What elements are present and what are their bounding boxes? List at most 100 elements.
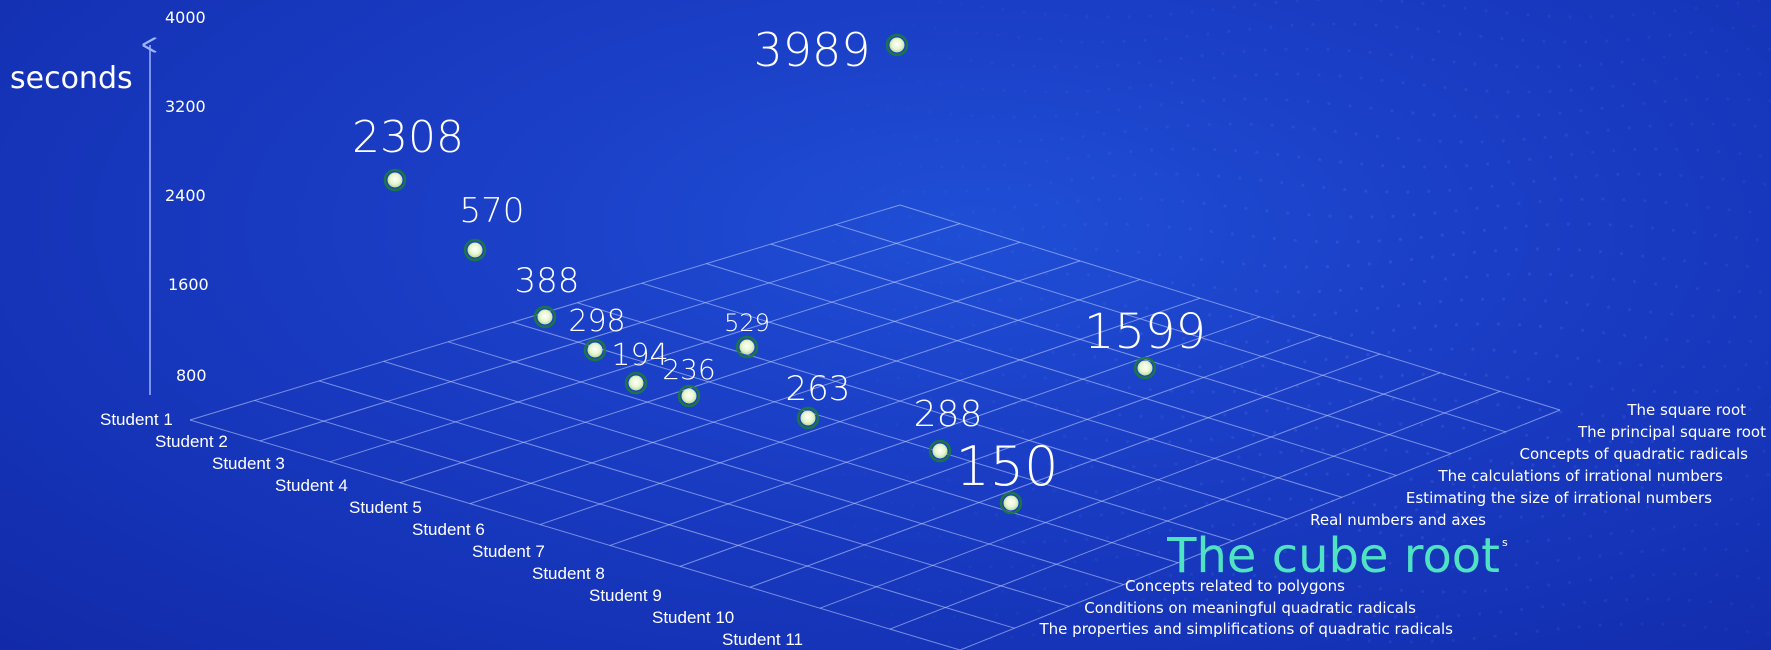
texture-dot bbox=[1706, 412, 1710, 416]
texture-dot bbox=[888, 332, 892, 336]
texture-dot bbox=[1395, 25, 1399, 29]
grid-line bbox=[835, 224, 1506, 433]
texture-dot bbox=[1502, 297, 1506, 301]
data-point-ring bbox=[583, 338, 607, 362]
student-label: Student 2 bbox=[155, 432, 228, 451]
texture-dot bbox=[1108, 152, 1112, 156]
data-point-ring bbox=[383, 168, 407, 192]
data-point bbox=[628, 375, 644, 391]
texture-dot bbox=[1639, 363, 1643, 367]
texture-dot bbox=[1275, 72, 1279, 76]
texture-dot bbox=[1127, 15, 1131, 19]
texture-dot bbox=[1178, 549, 1182, 553]
texture-dot bbox=[1517, 405, 1521, 409]
texture-dot bbox=[905, 474, 909, 478]
texture-dot bbox=[1686, 339, 1690, 343]
texture-dot bbox=[961, 165, 965, 169]
texture-dot bbox=[1211, 390, 1215, 394]
texture-dot bbox=[916, 532, 921, 536]
texture-dot bbox=[1564, 133, 1568, 137]
texture-dot bbox=[890, 613, 893, 616]
texture-dot bbox=[1392, 328, 1396, 332]
texture-dot bbox=[906, 51, 910, 55]
texture-dot bbox=[1251, 234, 1255, 238]
texture-dot bbox=[1594, 465, 1598, 469]
texture-dot bbox=[886, 105, 890, 109]
texture-dot bbox=[1408, 349, 1412, 353]
texture-dot bbox=[1053, 65, 1057, 69]
texture-dot bbox=[1010, 565, 1014, 569]
texture-dot bbox=[992, 208, 996, 212]
texture-dot bbox=[1286, 211, 1290, 215]
texture-dot bbox=[1304, 633, 1308, 637]
texture-dot bbox=[935, 303, 939, 307]
texture-dot bbox=[1034, 404, 1038, 408]
texture-dot bbox=[1427, 189, 1431, 193]
texture-dot bbox=[1748, 407, 1752, 411]
texture-dot bbox=[1081, 134, 1085, 139]
texture-dot bbox=[1163, 597, 1167, 601]
texture-dot bbox=[1144, 127, 1148, 131]
texture-dot bbox=[1378, 422, 1382, 426]
grid-line bbox=[889, 390, 1501, 630]
texture-dot bbox=[1525, 539, 1529, 544]
texture-dot bbox=[1174, 462, 1178, 466]
texture-dot bbox=[1481, 297, 1485, 301]
texture-dot bbox=[1374, 23, 1378, 27]
texture-dot bbox=[1127, 385, 1131, 390]
texture-dot bbox=[1754, 315, 1758, 319]
texture-dot bbox=[1145, 306, 1149, 310]
topic-label: The calculations of irrational numbers bbox=[1437, 467, 1723, 485]
data-point bbox=[587, 342, 603, 358]
texture-dot bbox=[1178, 255, 1183, 259]
texture-dot bbox=[1497, 322, 1501, 326]
texture-dot bbox=[1352, 612, 1356, 616]
texture-dot bbox=[868, 499, 873, 504]
texture-dot bbox=[1598, 250, 1603, 254]
texture-dot bbox=[1069, 464, 1073, 468]
texture-dot bbox=[852, 240, 856, 244]
texture-dot bbox=[1473, 62, 1477, 66]
texture-dot bbox=[1609, 576, 1614, 580]
texture-dot bbox=[1527, 272, 1532, 276]
texture-dot bbox=[1472, 250, 1477, 254]
texture-dot bbox=[1726, 97, 1730, 101]
texture-dot bbox=[1189, 572, 1194, 576]
texture-dot bbox=[1665, 338, 1669, 342]
texture-dot bbox=[884, 558, 888, 562]
texture-dot bbox=[1647, 35, 1651, 40]
texture-dot bbox=[1367, 559, 1371, 563]
texture-dot bbox=[1622, 415, 1626, 419]
texture-dot bbox=[1433, 211, 1437, 215]
texture-dot bbox=[1436, 615, 1440, 619]
texture-dot bbox=[1269, 25, 1273, 29]
grid-line bbox=[539, 297, 1201, 526]
texture-dot bbox=[896, 0, 899, 1]
texture-dot bbox=[1611, 277, 1616, 281]
texture-dot bbox=[896, 376, 900, 380]
texture-dot bbox=[1293, 238, 1297, 242]
texture-dot bbox=[1121, 599, 1125, 604]
texture-dot bbox=[1695, 75, 1699, 79]
texture-dot bbox=[1703, 625, 1707, 629]
texture-dot bbox=[1285, 98, 1289, 102]
texture-dot bbox=[1560, 326, 1564, 330]
texture-dot bbox=[1581, 328, 1585, 332]
texture-dot bbox=[1222, 98, 1226, 102]
texture-dot bbox=[1114, 358, 1118, 362]
texture-dot bbox=[1073, 628, 1077, 632]
texture-dot bbox=[892, 133, 896, 137]
texture-dot bbox=[1031, 633, 1035, 637]
texture-dot bbox=[986, 187, 990, 192]
texture-dot bbox=[1270, 123, 1274, 127]
texture-dot bbox=[1331, 610, 1335, 614]
texture-dot bbox=[1322, 185, 1326, 190]
texture-dot bbox=[1275, 290, 1280, 294]
texture-dot bbox=[1756, 576, 1761, 580]
texture-dot bbox=[814, 154, 817, 157]
texture-dot bbox=[1758, 72, 1762, 76]
data-value-label: 388 bbox=[515, 261, 580, 301]
texture-dot bbox=[1252, 433, 1256, 437]
texture-dot bbox=[1317, 289, 1322, 293]
